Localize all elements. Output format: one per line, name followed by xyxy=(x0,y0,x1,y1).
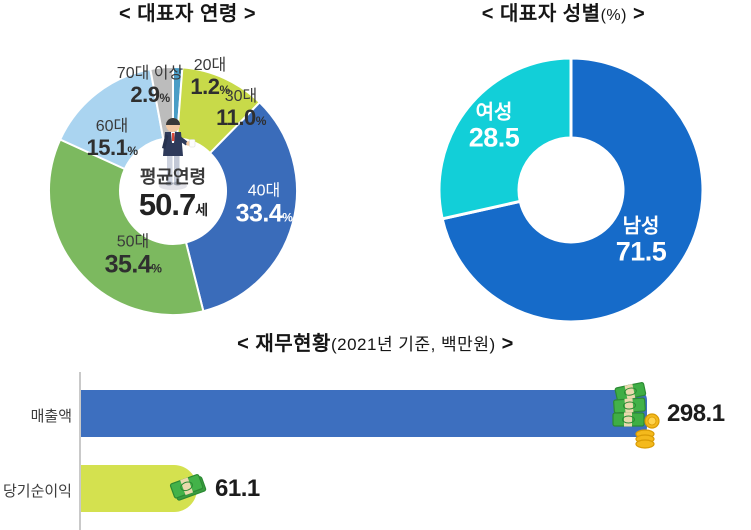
gender-slice-label-male: 남성 71.5 xyxy=(615,215,667,267)
money-bundle-icon xyxy=(169,473,207,501)
pie-slice xyxy=(184,100,298,313)
age-center-label: 평균연령 50.7세 xyxy=(138,167,208,222)
pie-slice xyxy=(438,57,573,221)
revenue-value: 298.1 xyxy=(667,399,725,427)
pie-slice xyxy=(48,138,205,316)
person-illustration-icon xyxy=(159,118,196,190)
age-center-caption: 평균연령 xyxy=(139,167,207,188)
age-center-value: 50.7세 xyxy=(138,186,208,222)
bar-category-revenue: 매출액 xyxy=(30,408,72,425)
bar-chart-axis xyxy=(79,372,81,530)
age-slice-label-50s: 50대 35.4% xyxy=(104,233,162,279)
age-donut-chart xyxy=(48,65,298,316)
net-income-value: 61.1 xyxy=(215,474,260,502)
age-slice-label-30s: 30대 11.0% xyxy=(216,88,266,130)
gender-title-main: < 대표자 성별 xyxy=(481,3,601,25)
age-center-unit: 세 xyxy=(195,201,208,218)
age-slice-label-70s: 70대 이상 2.9% xyxy=(116,65,184,107)
bar-row-revenue: 298.1 xyxy=(81,381,725,449)
gender-slice-label-female: 여성 28.5 xyxy=(468,101,520,153)
gender-title-paren: (%) xyxy=(600,7,627,24)
finance-title-suffix: > xyxy=(495,333,514,355)
age-slice-label-40s: 40대 33.4% xyxy=(235,182,293,228)
bar-category-net-income: 당기순이익 xyxy=(2,483,72,500)
finance-title-main: < 재무현황 xyxy=(237,333,331,355)
age-slice-label-60s: 60대 15.1% xyxy=(86,118,139,160)
revenue-bar xyxy=(81,390,647,437)
age-chart-title: < 대표자 연령 > xyxy=(118,3,257,25)
age-slice-label-20s: 20대 1.2% xyxy=(190,57,230,99)
bar-row-net-income: 61.1 xyxy=(81,465,260,512)
gender-chart-title: < 대표자 성별(%) > xyxy=(376,0,751,30)
gender-title-suffix: > xyxy=(626,3,646,25)
pie-slice xyxy=(440,57,704,323)
money-stack-coins-icon xyxy=(612,381,660,449)
finance-title-paren: (2021년 기준, 백만원) xyxy=(330,335,496,354)
finance-chart-title: < 재무현황(2021년 기준, 백만원) > xyxy=(0,330,751,359)
gender-donut-chart xyxy=(438,57,704,323)
